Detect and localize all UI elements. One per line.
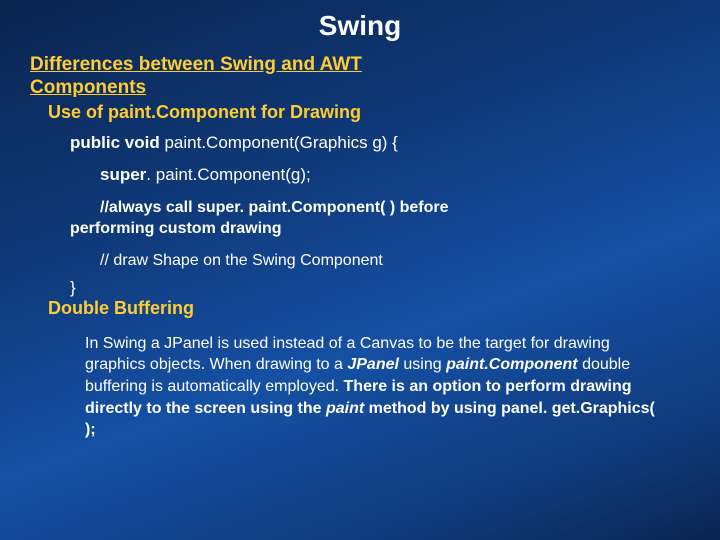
code-super-call: super. paint.Component(g); (100, 165, 690, 185)
code-comment-2: // draw Shape on the Swing Component (100, 252, 690, 270)
para-jpanel: JPanel (347, 356, 399, 373)
heading-line2: Components (30, 77, 146, 98)
paragraph-double-buffering: In Swing a JPanel is used instead of a C… (85, 333, 660, 441)
para-paintcomponent: paint.Component (446, 356, 578, 373)
keyword-super: super (100, 165, 146, 184)
subheading-double-buffering: Double Buffering (48, 298, 690, 319)
slide-title: Swing (30, 10, 690, 42)
comment1-line2: performing custom drawing (70, 220, 282, 237)
section-heading: Differences between Swing and AWT Compon… (30, 54, 690, 100)
code-sig-text: paint.Component(Graphics g) { (160, 133, 398, 152)
code-super-text: . paint.Component(g); (146, 165, 310, 184)
code-close-brace: } (70, 278, 690, 298)
comment1-line1: //always call super. paint.Component( ) … (100, 199, 449, 216)
heading-line1: Differences between Swing and AWT (30, 54, 362, 75)
code-comment-1: //always call super. paint.Component( ) … (70, 197, 690, 240)
para-paint: paint (326, 400, 364, 417)
keyword-public-void: public void (70, 133, 160, 152)
subheading-paintcomponent: Use of paint.Component for Drawing (48, 102, 690, 123)
slide: Swing Differences between Swing and AWT … (0, 0, 720, 540)
para-text-2: using (399, 356, 446, 373)
code-signature: public void paint.Component(Graphics g) … (70, 133, 690, 153)
